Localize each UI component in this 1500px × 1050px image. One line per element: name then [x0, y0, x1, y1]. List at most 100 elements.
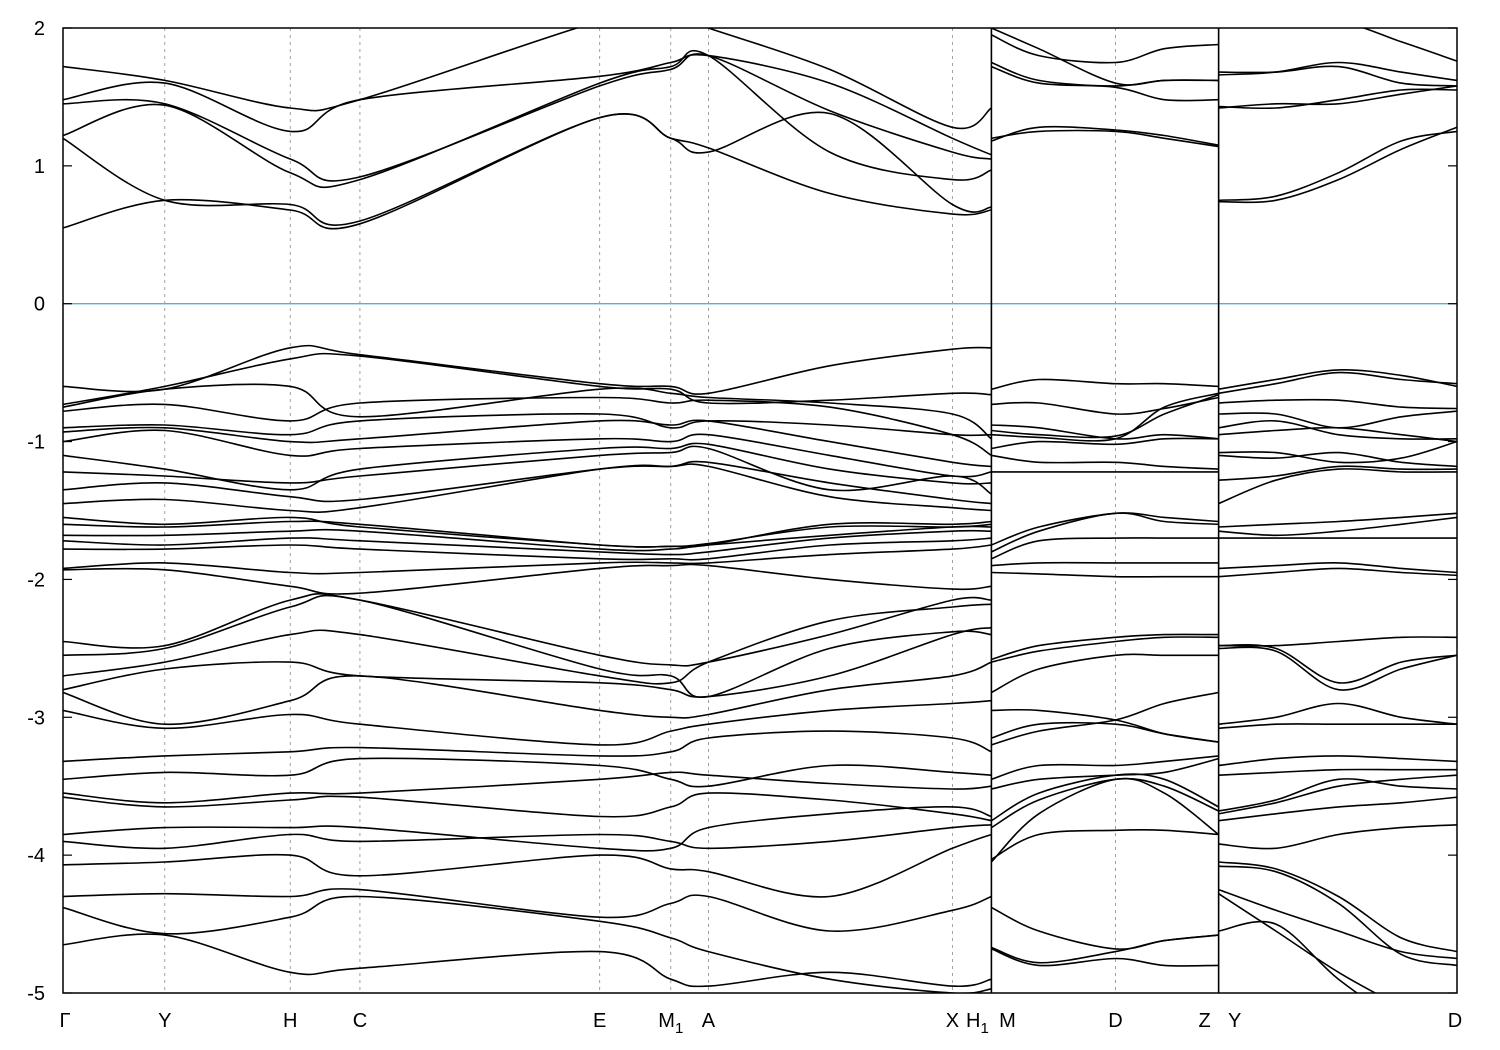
- band-s0-b2: [63, 888, 992, 932]
- band-s1-b21: [991, 454, 1219, 470]
- band-s1-b3: [990, 777, 1220, 863]
- band-s1-b17: [991, 537, 1219, 560]
- band-s0-b1: [63, 895, 992, 993]
- band-s2-b31: [1218, 130, 1457, 202]
- band-s0-b16: [63, 563, 992, 595]
- bands-group: [63, 28, 1457, 993]
- band-s0-b10: [63, 699, 992, 746]
- band-s2-b6: [1218, 796, 1457, 822]
- band-s2-b12: [1218, 723, 1457, 730]
- band-s0-b33: [63, 344, 992, 395]
- band-s2-b17: [1218, 562, 1457, 574]
- band-s2-b2: [1218, 888, 1457, 960]
- band-s0-b35: [63, 111, 992, 226]
- band-s2-b21: [1218, 468, 1457, 505]
- band-s2-b23: [1218, 451, 1457, 468]
- band-s1-b4: [991, 828, 1219, 861]
- band-s0-b28: [63, 419, 992, 468]
- band-s2-b4: [1218, 865, 1457, 967]
- band-s2-b7: [1218, 774, 1457, 815]
- kpoint-label-3: C: [353, 1010, 367, 1032]
- band-s2-b35: [1218, 65, 1457, 87]
- kpoint-label-1: Y: [158, 1010, 171, 1032]
- band-s2-b27: [1218, 410, 1457, 429]
- band-s0-b3: [63, 833, 992, 898]
- kpoint-label-6: A: [702, 1010, 716, 1032]
- band-s2-b32: [1218, 126, 1457, 204]
- kpoint-label-0: Γ: [59, 1010, 70, 1032]
- band-s2-b13: [1218, 646, 1457, 691]
- band-s0-b30: [63, 396, 992, 457]
- band-s0-b12: [63, 626, 992, 698]
- band-s0-b22: [63, 516, 992, 548]
- band-s2-b10: [1218, 755, 1457, 767]
- band-s2-b5: [1218, 824, 1457, 850]
- kpoint-label-5: M1: [658, 1010, 683, 1037]
- band-s1-b14: [991, 633, 1219, 661]
- band-s1-b26: [991, 396, 1219, 415]
- band-s1-b0: [991, 948, 1219, 967]
- y-tick-label-0: 2: [34, 18, 45, 40]
- band-s1-b11: [991, 708, 1219, 743]
- band-s2-b8: [1218, 778, 1457, 812]
- band-s1-b13: [991, 636, 1219, 663]
- y-axis: 2 1 0 -1 -2 -3 -4 -5: [27, 18, 1457, 1005]
- kpoint-label-13: D: [1448, 1010, 1462, 1032]
- band-s0-b0: [63, 933, 992, 988]
- band-s0-b39: [63, 28, 992, 130]
- band-s2-b28: [1218, 398, 1457, 410]
- band-s1-b19: [991, 512, 1219, 546]
- band-s2-b30: [1218, 371, 1457, 395]
- band-s0-b19: [63, 529, 992, 556]
- band-s1-b27: [991, 378, 1219, 390]
- band-s0-b6: [63, 792, 992, 822]
- band-s2-b19: [1218, 516, 1457, 537]
- band-s2-b16: [1218, 567, 1457, 578]
- band-s1-b12: [991, 653, 1219, 694]
- band-s2-b33: [1218, 85, 1457, 109]
- band-s1-b25: [991, 424, 1219, 440]
- band-s0-b32: [63, 352, 992, 406]
- y-tick-label-7: -5: [27, 983, 45, 1005]
- band-s2-b34: [1218, 88, 1457, 110]
- kpoint-label-4: E: [593, 1010, 606, 1032]
- y-tick-label-4: -2: [27, 569, 45, 591]
- band-s0-b7: [63, 771, 992, 804]
- band-s0-b24: [63, 460, 992, 505]
- band-s0-b31: [63, 383, 992, 440]
- band-s1-b5: [990, 777, 1219, 829]
- band-s0-b11: [63, 661, 992, 726]
- band-s2-b29: [1218, 369, 1457, 390]
- band-s1-b8: [991, 755, 1219, 781]
- y-tick-label-5: -3: [27, 707, 45, 729]
- band-s1-b32: [991, 34, 1219, 64]
- x-axis: Γ Y H C E M1 A X H1 M D Z Y D: [59, 1010, 1462, 1037]
- band-s0-b36: [63, 49, 992, 189]
- band-s2-b20: [1218, 512, 1457, 528]
- band-s1-b29: [991, 129, 1219, 148]
- band-s0-b26: [63, 442, 992, 491]
- band-s1-b24: [991, 393, 1219, 439]
- y-tick-label-6: -4: [27, 845, 45, 867]
- kpoint-label-10: D: [1108, 1010, 1122, 1032]
- band-s1-b16: [991, 561, 1219, 567]
- band-s2-b26: [1218, 420, 1457, 440]
- band-s1-b15: [991, 571, 1219, 578]
- kpoint-label-8: H1: [966, 1010, 989, 1037]
- kpoint-label-11: Z: [1199, 1010, 1211, 1032]
- band-s0-b34: [63, 113, 992, 230]
- band-s0-b29: [63, 413, 992, 437]
- band-s0-b5: [63, 806, 992, 852]
- band-s2-b11: [1218, 702, 1457, 725]
- band-s2-b0: [1218, 920, 1359, 993]
- high-symmetry-lines: [164, 28, 1220, 993]
- band-s0-b4: [63, 824, 992, 850]
- band-s0-b8: [63, 757, 992, 788]
- kpoint-label-9: M: [999, 1010, 1016, 1032]
- band-s0-b27: [63, 429, 992, 478]
- band-s0-b18: [63, 537, 992, 561]
- plot-frame: [62, 27, 1458, 994]
- band-s0-b37: [63, 53, 992, 182]
- band-s0-b13: [63, 603, 992, 685]
